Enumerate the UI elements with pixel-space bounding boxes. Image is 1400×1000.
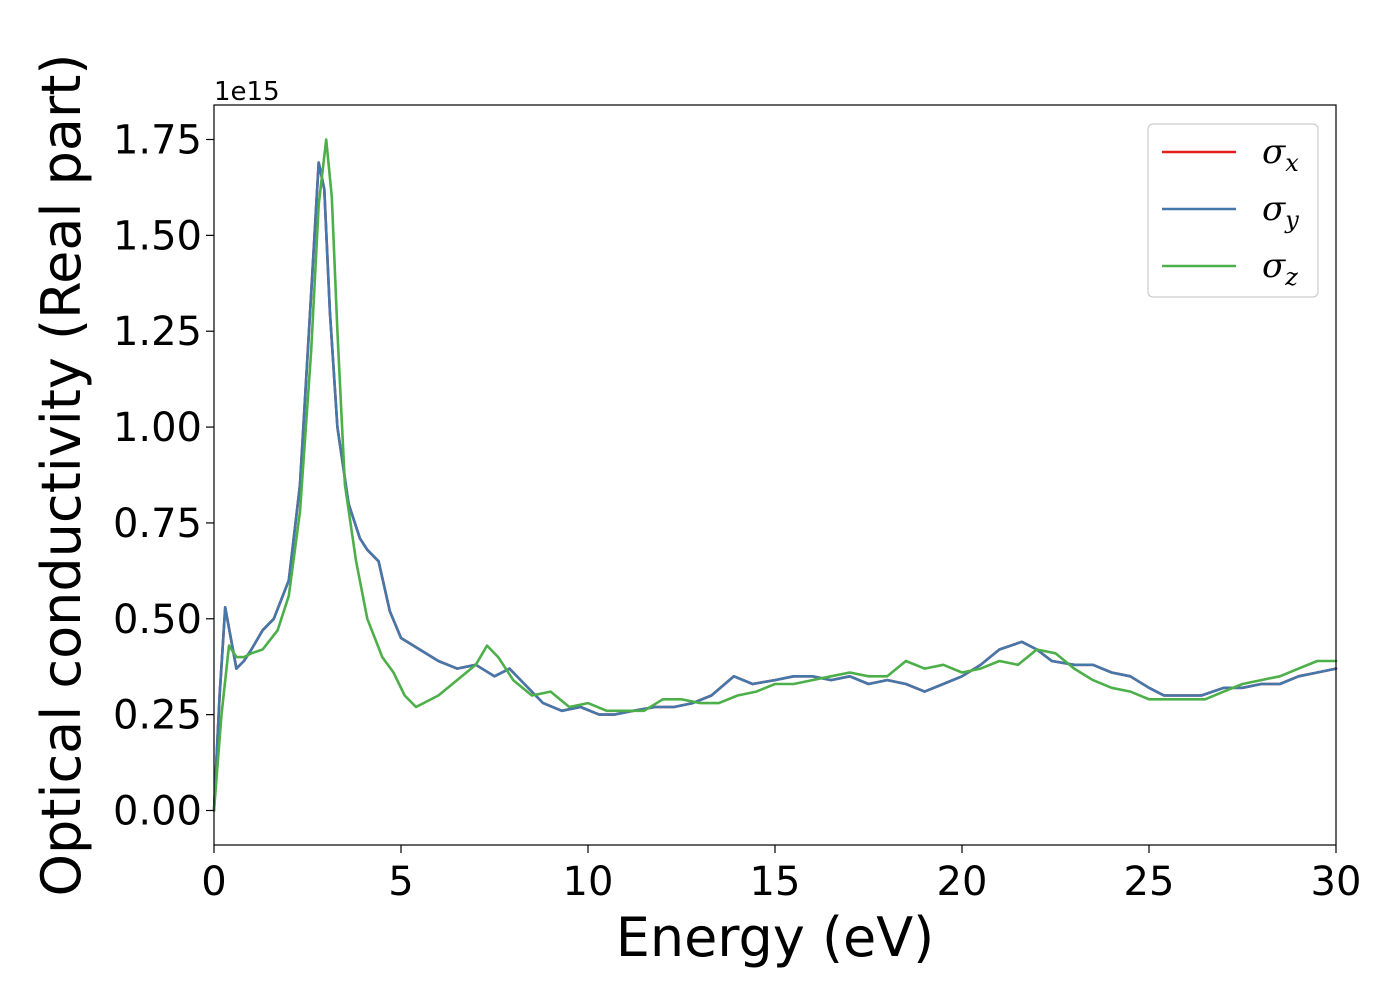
y-axis-ticks: 0.00 0.25 0.50 0.75 1.00 1.25 1.50 1.75	[113, 118, 214, 834]
y-tick-label: 0.25	[113, 693, 202, 739]
legend: σx σy σz	[1147, 123, 1319, 298]
series-layer	[212, 138, 1338, 812]
x-tick-label: 15	[750, 859, 801, 905]
x-tick-label: 0	[201, 859, 226, 905]
legend-label-x: σx	[1262, 132, 1299, 177]
y-tick-label: 1.25	[113, 309, 202, 355]
y-tick-label: 1.50	[113, 213, 202, 259]
legend-label-y: σy	[1262, 189, 1299, 234]
y-tick-label: 1.75	[113, 118, 202, 164]
y-offset-label: 1e15	[214, 77, 280, 107]
series-line-y	[212, 161, 1338, 812]
legend-entries: σx σy σz	[1162, 132, 1299, 291]
y-tick-label: 0.75	[113, 501, 202, 547]
y-tick-label: 0.50	[113, 597, 202, 643]
x-axis-label: Energy (eV)	[616, 906, 935, 969]
x-tick-label: 20	[937, 859, 988, 905]
x-tick-label: 5	[388, 859, 413, 905]
y-tick-label: 0.00	[113, 788, 202, 834]
y-tick-label: 1.00	[113, 405, 202, 451]
x-tick-label: 25	[1124, 859, 1175, 905]
x-tick-label: 30	[1311, 859, 1362, 905]
series-line-z	[212, 138, 1338, 812]
x-tick-label: 10	[563, 859, 614, 905]
x-axis-ticks: 0 5 10 15 20 25 30	[201, 845, 1361, 905]
y-axis-label: Optical conductivity (Real part)	[30, 54, 93, 897]
legend-box	[1147, 123, 1319, 298]
legend-label-z: σz	[1262, 246, 1298, 291]
